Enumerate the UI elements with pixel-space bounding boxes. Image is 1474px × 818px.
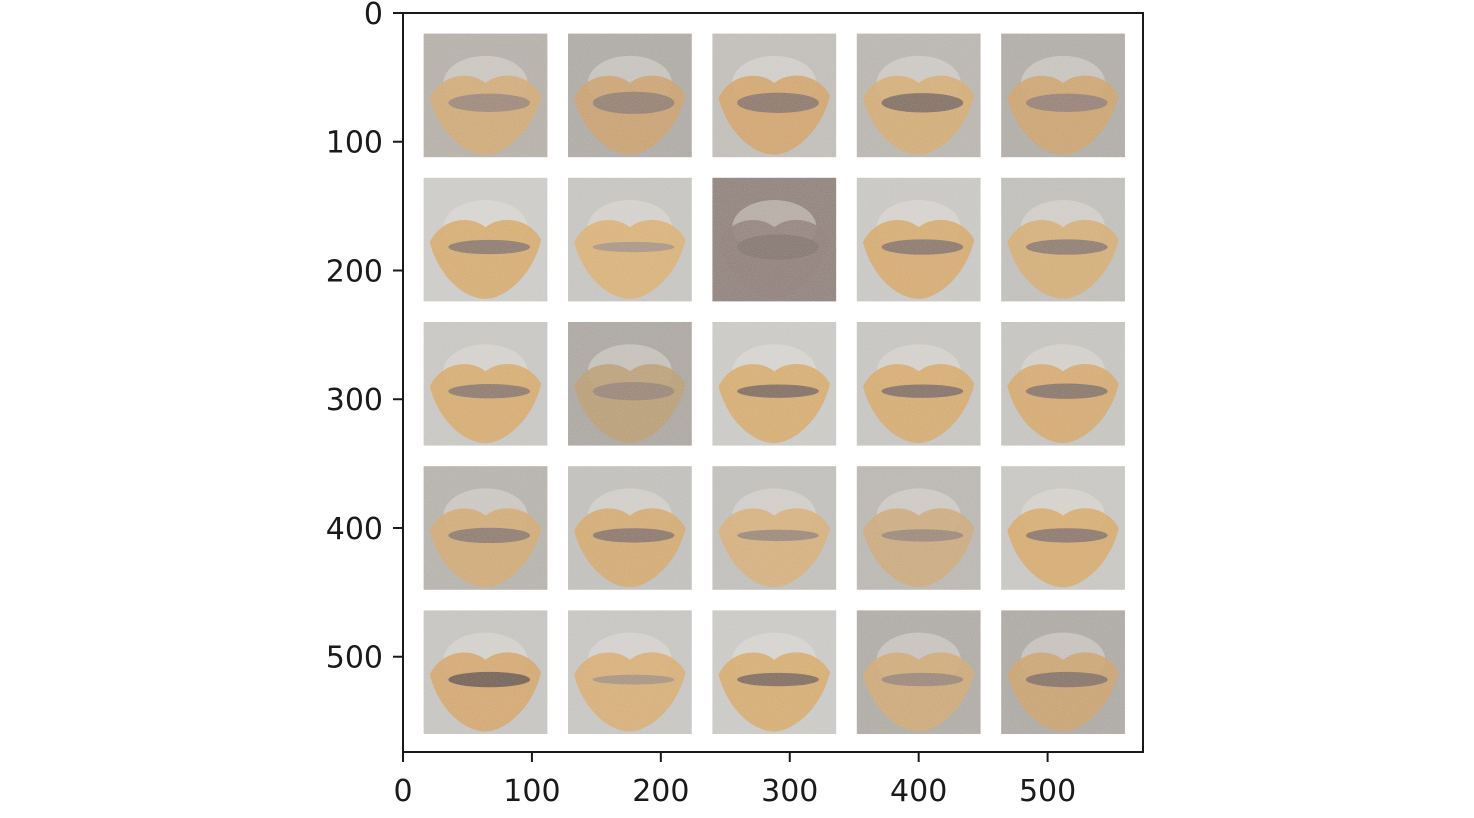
tile-image [856,466,981,590]
tile-image [423,321,548,446]
tile-grain [568,177,692,302]
tile-grain [856,466,981,590]
tile-image [568,466,692,590]
tile-grain [856,177,981,302]
x-tick-label: 500 [1019,774,1076,809]
tile-grain [712,466,837,590]
x-tick-label: 300 [761,774,818,809]
tile-grain [423,466,548,590]
tile-image [568,177,692,302]
tile-grain [423,610,548,734]
y-axis: 0 100 200 300 400 500 [326,0,403,676]
tile-image [568,321,692,446]
tile-image [423,33,548,158]
x-axis: 0 100 200 300 400 500 [393,752,1076,809]
y-tick-label: 100 [326,126,383,161]
tile-grain [1001,610,1125,734]
tile-image [1001,610,1125,734]
tile-grain [568,33,692,158]
tile-image [712,33,837,158]
tile-image [1001,33,1125,158]
y-tick-label: 0 [364,0,383,32]
tile-grain [712,610,837,734]
tile-image [568,33,692,158]
tile-image [568,610,692,734]
axes-frame [402,12,1144,753]
tile-grain [1001,466,1125,590]
tile-grain [856,33,981,158]
tile-grain [712,321,837,446]
tile-image [1001,177,1125,302]
tile-image [1001,466,1125,590]
tile-grid [423,33,1125,734]
tile-image [712,321,837,446]
tile-grain [712,33,837,158]
x-tick-label: 200 [632,774,689,809]
tile-image [423,466,548,590]
tile-grain [568,610,692,734]
tile-grain [423,33,548,158]
tile-grain [568,321,692,446]
tile-grain [423,321,548,446]
tile-grain [1001,321,1125,446]
tile-image [423,610,548,734]
tile-image [712,466,837,590]
tile-grain [712,177,837,302]
tile-image [423,177,548,302]
y-tick-label: 300 [326,383,383,418]
tile-image [712,610,837,734]
tile-grain [423,177,548,302]
tile-grain [856,321,981,446]
tile-grain [856,610,981,734]
tile-image [856,33,981,158]
tile-image [856,177,981,302]
tile-image [712,177,837,302]
x-tick-label: 400 [890,774,947,809]
tile-image [856,321,981,446]
tile-grain [568,466,692,590]
tile-image [856,610,981,734]
y-tick-label: 200 [326,254,383,289]
tile-grain [1001,33,1125,158]
x-tick-label: 0 [393,774,412,809]
tile-grain [1001,177,1125,302]
y-tick-label: 400 [326,512,383,547]
tile-image [1001,321,1125,446]
y-tick-label: 500 [326,641,383,676]
x-tick-label: 100 [503,774,560,809]
